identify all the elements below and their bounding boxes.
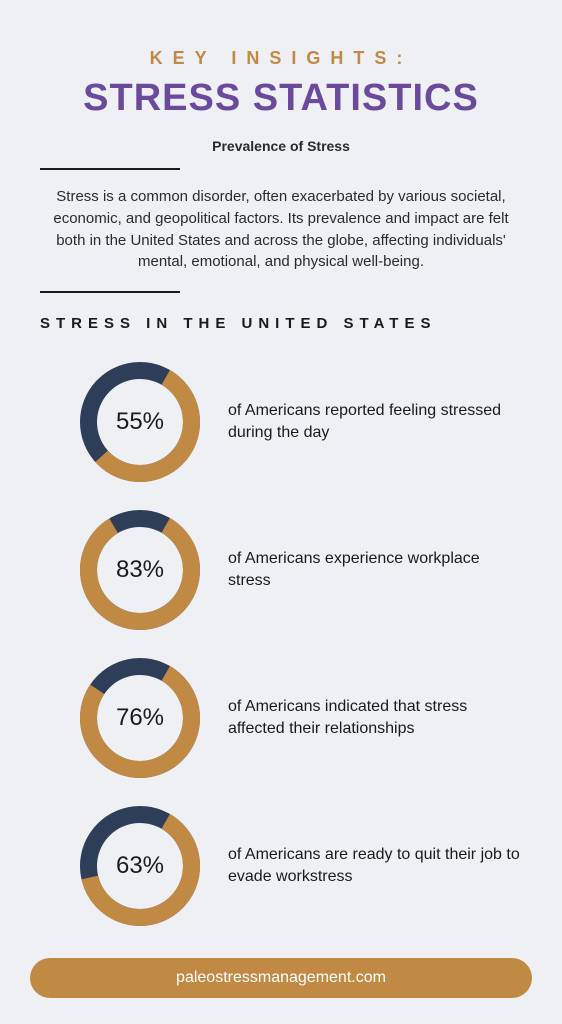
- divider: [40, 291, 180, 293]
- divider: [40, 168, 180, 170]
- donut-chart: 76%: [80, 658, 200, 778]
- eyebrow: KEY INSIGHTS:: [40, 48, 522, 69]
- stat-text: of Americans experience workplace stress: [228, 548, 522, 591]
- donut-chart: 83%: [80, 510, 200, 630]
- stat-text: of Americans indicated that stress affec…: [228, 696, 522, 739]
- stat-row: 76% of Americans indicated that stress a…: [80, 658, 522, 778]
- donut-pct-label: 55%: [80, 362, 200, 482]
- stat-text: of Americans reported feeling stressed d…: [228, 400, 522, 443]
- footer-pill: paleostressmanagement.com: [30, 958, 532, 998]
- stat-text: of Americans are ready to quit their job…: [228, 844, 522, 887]
- stat-row: 55% of Americans reported feeling stress…: [80, 362, 522, 482]
- donut-pct-label: 76%: [80, 658, 200, 778]
- stats-list: 55% of Americans reported feeling stress…: [0, 362, 562, 926]
- donut-pct-label: 63%: [80, 806, 200, 926]
- intro-text: Stress is a common disorder, often exace…: [40, 186, 522, 273]
- donut-chart: 55%: [80, 362, 200, 482]
- stat-row: 63% of Americans are ready to quit their…: [80, 806, 522, 926]
- page-title: STRESS STATISTICS: [40, 77, 522, 120]
- subtitle: Prevalence of Stress: [40, 138, 522, 154]
- donut-chart: 63%: [80, 806, 200, 926]
- donut-pct-label: 83%: [80, 510, 200, 630]
- section-heading: STRESS IN THE UNITED STATES: [0, 315, 562, 332]
- stat-row: 83% of Americans experience workplace st…: [80, 510, 522, 630]
- footer-text: paleostressmanagement.com: [176, 969, 386, 987]
